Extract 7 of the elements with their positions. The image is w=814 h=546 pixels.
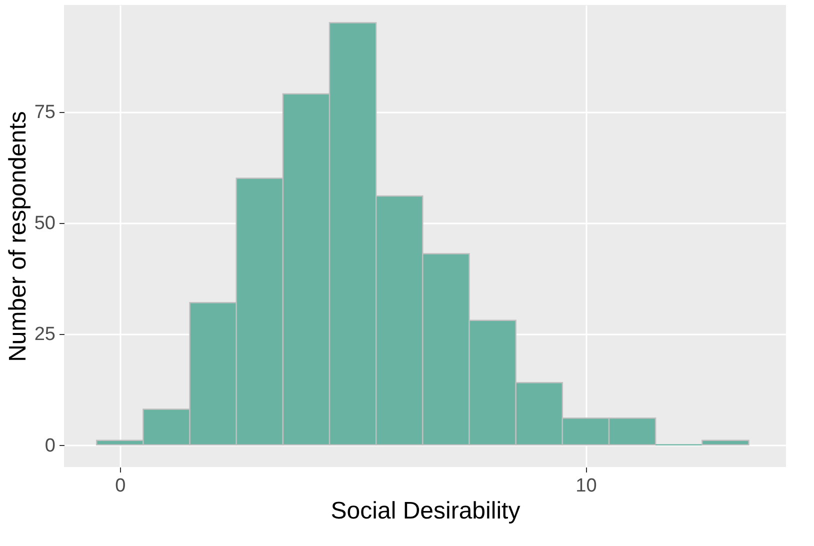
y-tick-label: 25 (34, 324, 56, 346)
x-tick-label: 10 (576, 476, 597, 496)
y-tick-label: 75 (34, 102, 56, 124)
y-tick-label: 50 (34, 213, 56, 234)
y-axis-title: Number of respondents (4, 111, 32, 362)
x-axis-title: Social Desirability (330, 498, 520, 524)
y-tick-label: 0 (44, 435, 56, 456)
